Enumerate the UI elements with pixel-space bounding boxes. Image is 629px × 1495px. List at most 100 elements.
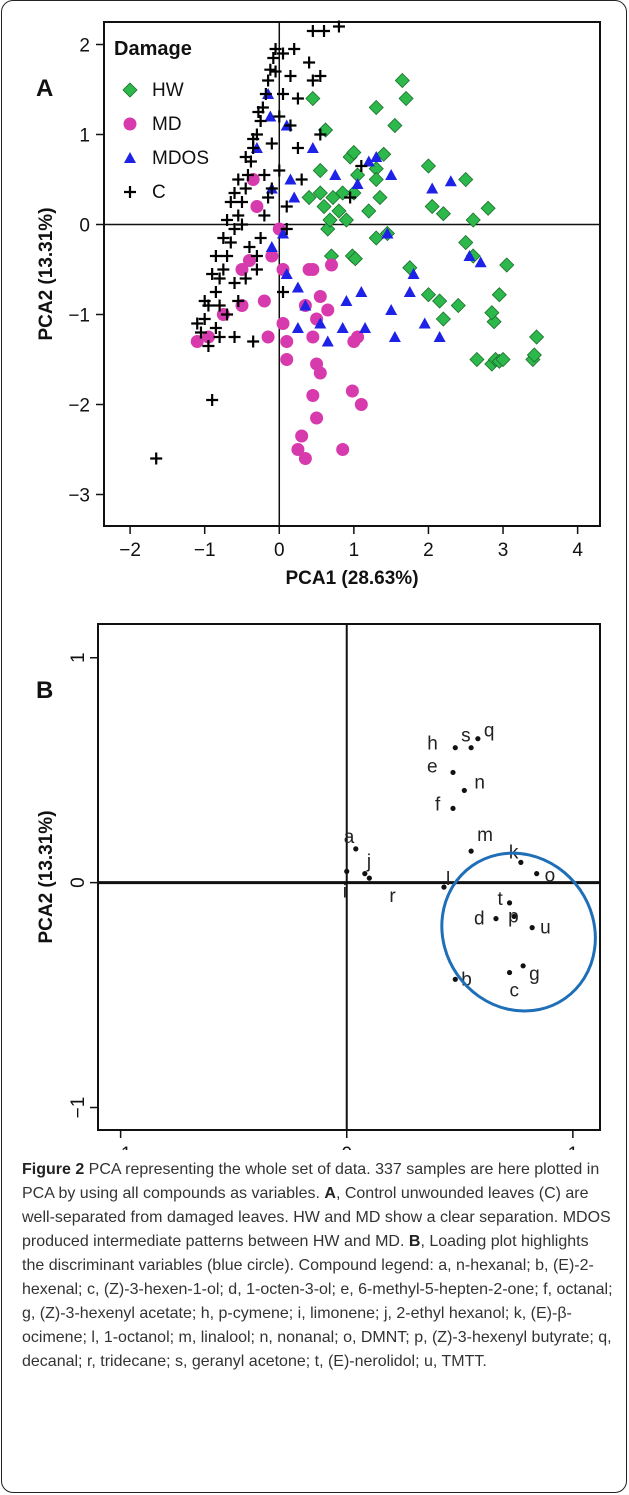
- data-point-c: [239, 182, 252, 195]
- caption-text-2: , Control unwounded leaves (C) are well-…: [22, 1185, 611, 1250]
- data-point-c: [194, 326, 207, 339]
- loading-label: n: [474, 772, 485, 793]
- data-point-c: [277, 47, 290, 60]
- data-point-c: [265, 182, 278, 195]
- data-point-mdos: [277, 227, 290, 239]
- loading-label: b: [461, 969, 472, 990]
- data-point-mdos: [359, 322, 372, 333]
- data-point-md: [276, 317, 290, 330]
- loading-point: [534, 871, 540, 877]
- loading-point: [344, 868, 350, 874]
- data-point-mdos: [474, 256, 487, 268]
- loading-e: e: [427, 756, 456, 777]
- data-point-c: [209, 250, 222, 262]
- data-point-c: [291, 92, 304, 105]
- y-tick-label: −3: [68, 486, 90, 507]
- data-point-mdos: [291, 322, 304, 333]
- loading-h: h: [427, 734, 458, 755]
- data-point-c: [252, 106, 265, 118]
- y-tick-label: 2: [79, 36, 90, 57]
- data-point-mdos: [407, 268, 420, 279]
- loading-j: j: [362, 852, 371, 877]
- data-point-c: [232, 295, 245, 307]
- data-point-mdos: [336, 322, 349, 333]
- data-point-c: [280, 200, 293, 213]
- data-point-c: [209, 286, 222, 298]
- loading-o: o: [534, 866, 555, 887]
- data-point-c: [332, 20, 345, 33]
- data-point-c: [269, 65, 282, 78]
- caption-lead: Figure 2: [22, 1161, 85, 1178]
- loading-point: [518, 859, 524, 865]
- data-point-c: [250, 250, 263, 262]
- data-point-md: [242, 254, 256, 267]
- loading-point: [353, 846, 359, 852]
- loading-label: t: [498, 889, 504, 910]
- data-point-mdos: [321, 335, 334, 347]
- data-point-c: [213, 331, 226, 343]
- loading-point: [520, 963, 526, 969]
- loading-label: g: [529, 964, 540, 985]
- y-tick-label: 0: [79, 216, 90, 237]
- data-point-md: [321, 303, 335, 317]
- legend-label-mdos: MDOS: [152, 148, 209, 169]
- data-point-c: [295, 173, 308, 186]
- data-point-hw: [469, 351, 485, 368]
- loading-label: o: [545, 866, 556, 887]
- data-point-md: [257, 294, 271, 308]
- data-point-md: [201, 330, 215, 344]
- data-point-hw: [450, 297, 466, 314]
- legend-label-c: C: [152, 182, 166, 203]
- data-point-c: [284, 70, 297, 82]
- data-point-mdos: [265, 241, 278, 252]
- loading-point: [493, 916, 499, 922]
- caption-ref-a: A: [324, 1185, 336, 1202]
- data-point-c: [258, 169, 271, 181]
- loading-label: h: [427, 734, 438, 755]
- data-point-c: [228, 187, 241, 199]
- data-point-md: [246, 173, 260, 186]
- loading-p: p: [508, 906, 519, 927]
- x-tick-label: 0: [274, 540, 285, 561]
- loading-label: e: [427, 756, 438, 777]
- x-tick-label: 1: [568, 1144, 579, 1150]
- x-tick-label: 0: [341, 1144, 352, 1150]
- data-point-c: [262, 74, 275, 87]
- data-point-md: [324, 258, 338, 272]
- data-point-c: [314, 128, 327, 141]
- data-point-md: [250, 200, 264, 213]
- data-point-c: [209, 322, 222, 334]
- data-point-c: [213, 272, 226, 285]
- data-point-md: [313, 290, 327, 303]
- data-point-hw: [312, 185, 328, 201]
- data-point-md: [313, 366, 327, 380]
- y-tick-label: 0: [68, 877, 89, 888]
- data-point-c: [232, 209, 245, 222]
- data-point-c: [280, 223, 293, 235]
- data-point-c: [239, 272, 252, 285]
- loading-c: c: [506, 969, 519, 1002]
- y-tick-label: 1: [68, 652, 89, 663]
- loading-a: a: [344, 827, 359, 852]
- data-point-c: [344, 191, 357, 204]
- data-point-mdos: [329, 169, 342, 180]
- data-point-c: [318, 25, 331, 37]
- caption-ref-b: B: [408, 1233, 421, 1250]
- data-point-mdos: [288, 191, 301, 203]
- data-point-c: [258, 209, 271, 222]
- data-point-c: [224, 236, 237, 249]
- data-point-hw: [368, 230, 384, 246]
- loading-point: [366, 875, 372, 881]
- loading-t: t: [498, 889, 513, 910]
- data-point-c: [213, 299, 226, 312]
- data-point-c: [267, 52, 280, 64]
- data-point-mdos: [388, 331, 401, 342]
- data-point-hw: [316, 198, 332, 215]
- data-point-mdos: [291, 281, 304, 293]
- x-tick-label: 3: [498, 540, 509, 561]
- data-point-c: [273, 110, 286, 123]
- data-point-c: [221, 250, 234, 262]
- data-point-c: [217, 232, 230, 244]
- y-tick-label: −1: [68, 306, 90, 327]
